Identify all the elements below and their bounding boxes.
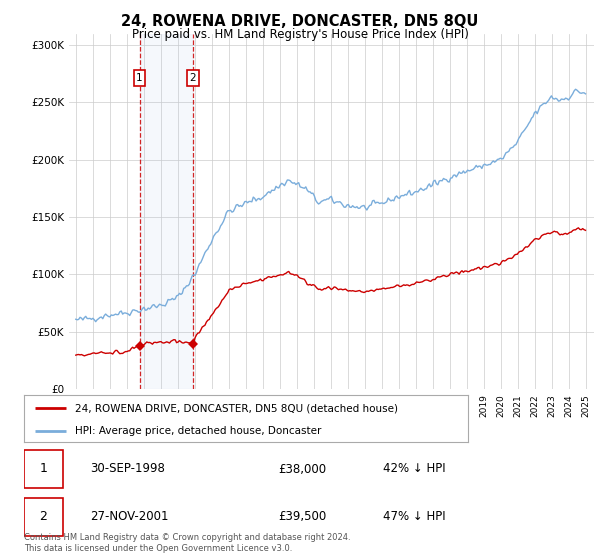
Text: HPI: Average price, detached house, Doncaster: HPI: Average price, detached house, Donc… [75, 426, 322, 436]
Text: 2: 2 [190, 73, 196, 83]
Text: Price paid vs. HM Land Registry's House Price Index (HPI): Price paid vs. HM Land Registry's House … [131, 28, 469, 41]
Text: 24, ROWENA DRIVE, DONCASTER, DN5 8QU (detached house): 24, ROWENA DRIVE, DONCASTER, DN5 8QU (de… [75, 403, 398, 413]
Text: £38,000: £38,000 [278, 463, 326, 475]
Text: 42% ↓ HPI: 42% ↓ HPI [383, 463, 445, 475]
Bar [140, 34, 193, 389]
Text: Contains HM Land Registry data © Crown copyright and database right 2024.
This d: Contains HM Land Registry data © Crown c… [24, 533, 350, 553]
Text: 1: 1 [40, 463, 47, 475]
Text: 47% ↓ HPI: 47% ↓ HPI [383, 510, 445, 523]
Text: 27-NOV-2001: 27-NOV-2001 [90, 510, 169, 523]
Text: 30-SEP-1998: 30-SEP-1998 [90, 463, 165, 475]
Text: £39,500: £39,500 [278, 510, 326, 523]
Text: 2: 2 [40, 510, 47, 523]
FancyBboxPatch shape [24, 498, 62, 535]
Text: 24, ROWENA DRIVE, DONCASTER, DN5 8QU: 24, ROWENA DRIVE, DONCASTER, DN5 8QU [121, 14, 479, 29]
Text: 1: 1 [136, 73, 143, 83]
FancyBboxPatch shape [24, 450, 62, 488]
